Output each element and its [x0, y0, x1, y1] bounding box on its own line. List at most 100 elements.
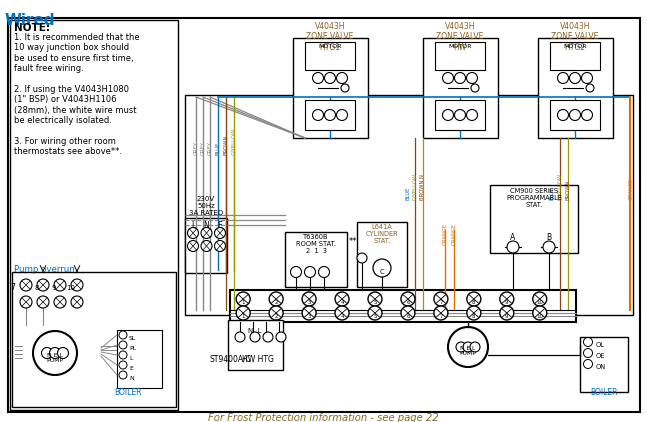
Text: 7: 7 — [439, 300, 443, 306]
Text: 4: 4 — [340, 314, 344, 319]
Circle shape — [454, 73, 465, 84]
Circle shape — [471, 84, 479, 92]
Circle shape — [37, 296, 49, 308]
Circle shape — [37, 279, 49, 291]
Circle shape — [263, 332, 273, 342]
Circle shape — [20, 279, 32, 291]
Circle shape — [373, 259, 391, 277]
Circle shape — [335, 292, 349, 306]
Text: BLUE: BLUE — [549, 187, 554, 200]
Text: 8: 8 — [472, 300, 476, 306]
Text: B: B — [547, 233, 551, 242]
Bar — [22, 342, 34, 364]
Circle shape — [235, 332, 245, 342]
Text: GREY: GREY — [208, 141, 212, 155]
Circle shape — [466, 73, 477, 84]
Text: 6: 6 — [406, 314, 410, 319]
Circle shape — [250, 332, 260, 342]
Text: ORANGE: ORANGE — [443, 223, 448, 245]
Text: 1: 1 — [241, 314, 245, 319]
Text: 10: 10 — [536, 300, 543, 306]
Circle shape — [368, 292, 382, 306]
Text: NOTE:: NOTE: — [14, 23, 50, 33]
Bar — [117, 330, 162, 388]
Circle shape — [313, 73, 324, 84]
Circle shape — [291, 267, 302, 278]
Text: V4043H
ZONE VALVE
HW: V4043H ZONE VALVE HW — [436, 22, 484, 52]
Circle shape — [302, 306, 316, 320]
Circle shape — [499, 292, 514, 306]
Text: 10: 10 — [536, 314, 543, 319]
Text: 3: 3 — [307, 300, 311, 306]
Text: MOTOR: MOTOR — [318, 44, 342, 49]
Circle shape — [119, 371, 127, 379]
Text: BROWN: BROWN — [223, 135, 228, 155]
Text: C: C — [380, 269, 384, 275]
Circle shape — [368, 306, 382, 320]
Circle shape — [215, 241, 226, 252]
Circle shape — [401, 306, 415, 320]
Text: OE: OE — [596, 353, 606, 359]
Text: BROWN: BROWN — [565, 180, 571, 200]
Bar — [12, 272, 176, 407]
Text: N E L
PUMP: N E L PUMP — [47, 353, 63, 363]
Circle shape — [443, 73, 454, 84]
Circle shape — [119, 351, 127, 359]
Text: CM900 SERIES
PROGRAMMABLE
STAT.: CM900 SERIES PROGRAMMABLE STAT. — [506, 188, 562, 208]
Text: 9: 9 — [505, 300, 509, 306]
Text: MOTOR: MOTOR — [448, 44, 472, 49]
Text: ORANGE: ORANGE — [628, 178, 633, 200]
Circle shape — [313, 109, 324, 121]
Text: A: A — [510, 233, 516, 242]
Circle shape — [558, 73, 569, 84]
Text: Wired: Wired — [5, 13, 56, 28]
Circle shape — [215, 227, 226, 238]
Bar — [423, 38, 498, 138]
Circle shape — [119, 341, 127, 349]
Text: G/YELLOW: G/YELLOW — [413, 173, 417, 200]
Text: 3: 3 — [307, 314, 311, 319]
Text: BLUE: BLUE — [215, 142, 221, 155]
Circle shape — [584, 360, 593, 368]
Text: 1. It is recommended that the
10 way junction box should
be used to ensure first: 1. It is recommended that the 10 way jun… — [14, 33, 140, 157]
Text: ON: ON — [596, 364, 606, 370]
Circle shape — [336, 73, 347, 84]
Text: ST9400A/C: ST9400A/C — [210, 355, 252, 364]
Circle shape — [443, 109, 454, 121]
Text: 2: 2 — [274, 300, 278, 306]
Circle shape — [467, 292, 481, 306]
Circle shape — [302, 292, 316, 306]
Text: G/YELLOW: G/YELLOW — [558, 173, 562, 200]
Circle shape — [119, 331, 127, 339]
Text: SL: SL — [129, 335, 137, 341]
Circle shape — [71, 279, 83, 291]
Circle shape — [269, 292, 283, 306]
Circle shape — [434, 292, 448, 306]
Circle shape — [341, 84, 349, 92]
Circle shape — [584, 338, 593, 346]
Text: E: E — [129, 365, 133, 371]
Text: BOILER: BOILER — [590, 388, 618, 397]
Bar — [550, 100, 600, 130]
Text: 7: 7 — [10, 284, 16, 292]
Text: 9: 9 — [505, 314, 509, 319]
Circle shape — [236, 306, 250, 320]
Circle shape — [582, 73, 593, 84]
Bar — [538, 38, 613, 138]
Text: BOILER: BOILER — [115, 388, 142, 397]
Circle shape — [325, 109, 336, 121]
Text: N  L: N L — [248, 328, 262, 334]
Text: Pump overrun: Pump overrun — [14, 265, 75, 274]
Circle shape — [71, 296, 83, 308]
Text: GREY: GREY — [193, 141, 199, 155]
Circle shape — [569, 73, 580, 84]
Text: BLUE: BLUE — [406, 187, 410, 200]
Text: E: E — [217, 221, 223, 230]
Text: GREY: GREY — [201, 141, 206, 155]
Circle shape — [276, 332, 286, 342]
Circle shape — [335, 306, 349, 320]
Text: ORANGE: ORANGE — [452, 223, 457, 245]
Text: 9: 9 — [52, 285, 56, 291]
Bar — [435, 100, 485, 130]
Text: G/YELLOW: G/YELLOW — [232, 128, 237, 155]
